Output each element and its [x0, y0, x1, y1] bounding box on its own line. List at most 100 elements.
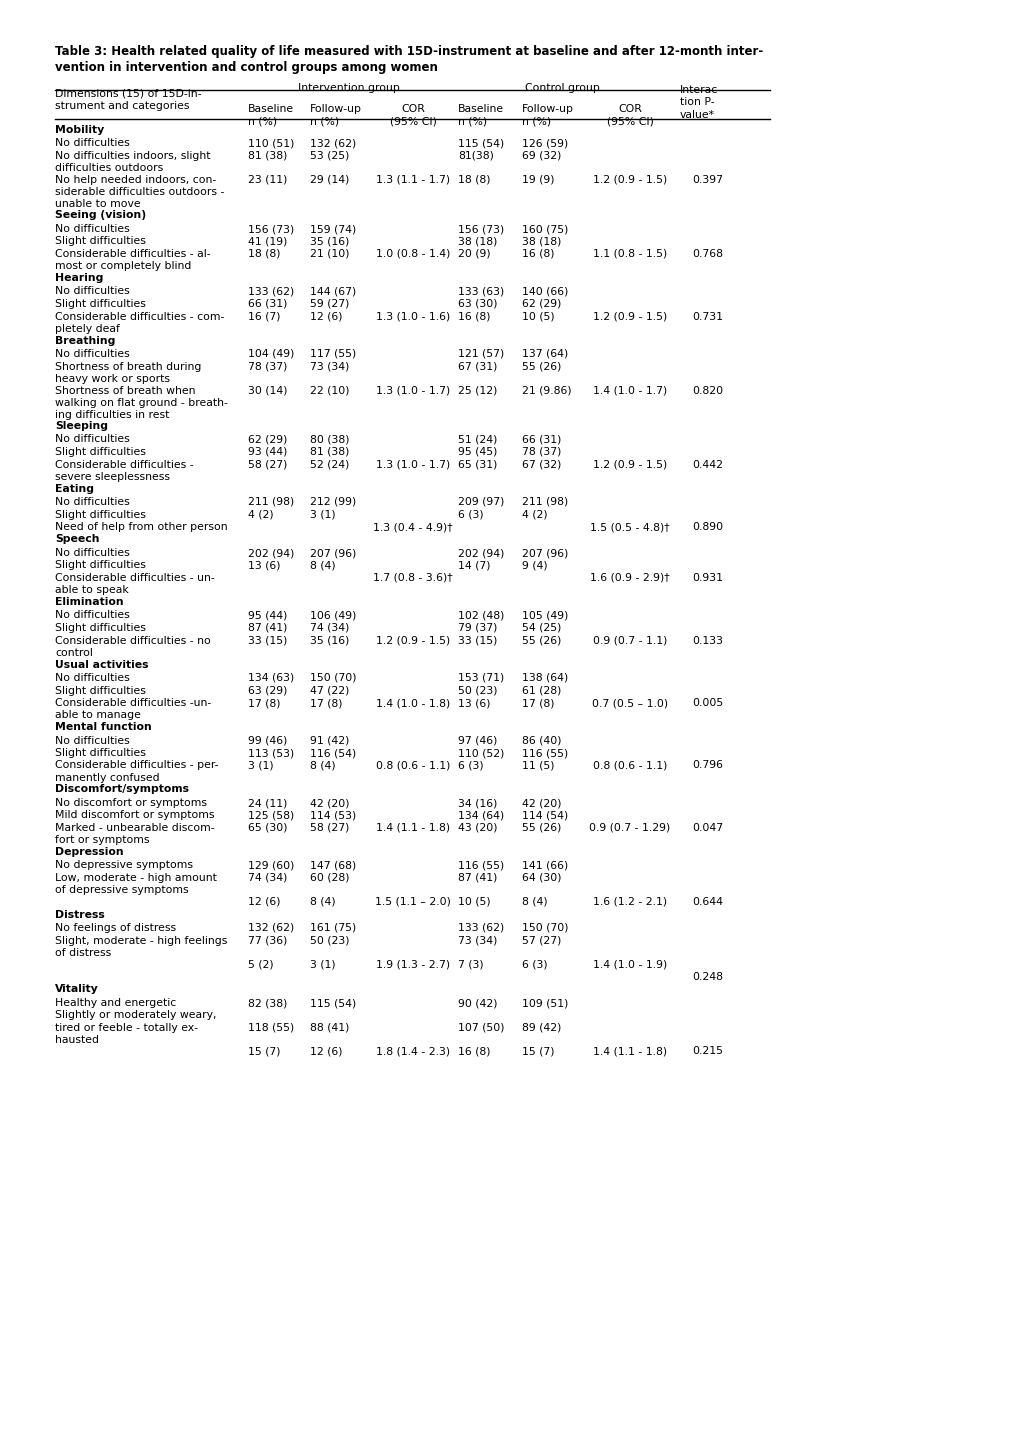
Text: 0.133: 0.133 — [692, 635, 722, 645]
Text: No difficulties: No difficulties — [55, 139, 129, 149]
Text: 87 (41): 87 (41) — [248, 623, 287, 633]
Text: 0.248: 0.248 — [692, 973, 722, 983]
Text: 132 (62): 132 (62) — [310, 139, 356, 149]
Text: Mobility: Mobility — [55, 126, 104, 136]
Text: 1.2 (0.9 - 1.5): 1.2 (0.9 - 1.5) — [592, 175, 666, 185]
Text: 24 (11): 24 (11) — [248, 798, 287, 808]
Text: 19 (9): 19 (9) — [522, 175, 554, 185]
Text: 0.931: 0.931 — [692, 573, 722, 583]
Text: 21 (9.86): 21 (9.86) — [522, 385, 571, 395]
Text: 3 (1): 3 (1) — [310, 960, 335, 970]
Text: 4 (2): 4 (2) — [248, 509, 273, 519]
Text: 55 (26): 55 (26) — [522, 362, 560, 371]
Text: 121 (57): 121 (57) — [458, 349, 503, 359]
Text: 212 (99): 212 (99) — [310, 496, 356, 506]
Text: Slight, moderate - high feelings
of distress: Slight, moderate - high feelings of dist… — [55, 935, 227, 958]
Text: 9 (4): 9 (4) — [522, 560, 547, 570]
Text: 58 (27): 58 (27) — [248, 459, 287, 469]
Text: Slight difficulties: Slight difficulties — [55, 299, 146, 309]
Text: 55 (26): 55 (26) — [522, 635, 560, 645]
Text: 13 (6): 13 (6) — [458, 698, 490, 709]
Text: 25 (12): 25 (12) — [458, 385, 497, 395]
Text: 134 (63): 134 (63) — [248, 672, 293, 683]
Text: Depression: Depression — [55, 847, 123, 857]
Text: 0.215: 0.215 — [692, 1046, 722, 1056]
Text: 105 (49): 105 (49) — [522, 610, 568, 620]
Text: No help needed indoors, con-
siderable difficulties outdoors -
unable to move: No help needed indoors, con- siderable d… — [55, 175, 224, 209]
Text: 115 (54): 115 (54) — [310, 999, 356, 1009]
Text: 116 (55): 116 (55) — [458, 860, 503, 870]
Text: 81 (38): 81 (38) — [310, 447, 350, 457]
Text: Low, moderate - high amount
of depressive symptoms: Low, moderate - high amount of depressiv… — [55, 873, 217, 895]
Text: No difficulties: No difficulties — [55, 224, 129, 234]
Text: Breathing: Breathing — [55, 336, 115, 345]
Text: 67 (32): 67 (32) — [522, 459, 560, 469]
Text: 93 (44): 93 (44) — [248, 447, 287, 457]
Text: Considerable difficulties - al-
most or completely blind: Considerable difficulties - al- most or … — [55, 250, 210, 271]
Text: 1.6 (1.2 - 2.1): 1.6 (1.2 - 2.1) — [592, 898, 666, 908]
Text: No difficulties: No difficulties — [55, 496, 129, 506]
Text: 79 (37): 79 (37) — [458, 623, 497, 633]
Text: 23 (11): 23 (11) — [248, 175, 287, 185]
Text: 73 (34): 73 (34) — [310, 362, 350, 371]
Text: 102 (48): 102 (48) — [458, 610, 503, 620]
Text: 0.9 (0.7 - 1.29): 0.9 (0.7 - 1.29) — [589, 823, 669, 833]
Text: 16 (7): 16 (7) — [248, 312, 280, 322]
Text: Speech: Speech — [55, 534, 100, 544]
Text: 10 (5): 10 (5) — [522, 312, 554, 322]
Text: 60 (28): 60 (28) — [310, 873, 350, 883]
Text: 118 (55): 118 (55) — [248, 1022, 293, 1032]
Text: No difficulties: No difficulties — [55, 349, 129, 359]
Text: 74 (34): 74 (34) — [248, 873, 287, 883]
Text: 114 (54): 114 (54) — [522, 811, 568, 821]
Text: 1.6 (0.9 - 2.9)†: 1.6 (0.9 - 2.9)† — [590, 573, 669, 583]
Text: 1.4 (1.1 - 1.8): 1.4 (1.1 - 1.8) — [376, 823, 449, 833]
Text: 15 (7): 15 (7) — [522, 1046, 554, 1056]
Text: 137 (64): 137 (64) — [522, 349, 568, 359]
Text: 35 (16): 35 (16) — [310, 237, 350, 247]
Text: 99 (46): 99 (46) — [248, 736, 287, 746]
Text: 63 (30): 63 (30) — [458, 299, 497, 309]
Text: 34 (16): 34 (16) — [458, 798, 497, 808]
Text: 62 (29): 62 (29) — [522, 299, 560, 309]
Text: 81 (38): 81 (38) — [248, 152, 287, 162]
Text: 209 (97): 209 (97) — [458, 496, 503, 506]
Text: 1.8 (1.4 - 2.3): 1.8 (1.4 - 2.3) — [376, 1046, 449, 1056]
Text: 1.4 (1.0 - 1.8): 1.4 (1.0 - 1.8) — [376, 698, 449, 709]
Text: Interac-
tion P-
value*: Interac- tion P- value* — [680, 85, 721, 120]
Text: Healthy and energetic: Healthy and energetic — [55, 999, 176, 1009]
Text: 3 (1): 3 (1) — [310, 509, 335, 519]
Text: 134 (64): 134 (64) — [458, 811, 503, 821]
Text: 11 (5): 11 (5) — [522, 760, 554, 771]
Text: Considerable difficulties - un-
able to speak: Considerable difficulties - un- able to … — [55, 573, 215, 596]
Text: 3 (1): 3 (1) — [248, 760, 273, 771]
Text: 1.5 (1.1 – 2.0): 1.5 (1.1 – 2.0) — [375, 898, 450, 908]
Text: 0.644: 0.644 — [692, 898, 722, 908]
Text: Considerable difficulties - com-
pletely deaf: Considerable difficulties - com- pletely… — [55, 312, 224, 333]
Text: 129 (60): 129 (60) — [248, 860, 294, 870]
Text: 50 (23): 50 (23) — [310, 935, 350, 945]
Text: 6 (3): 6 (3) — [522, 960, 547, 970]
Text: 150 (70): 150 (70) — [522, 924, 568, 934]
Text: Marked - unbearable discom-
fort or symptoms: Marked - unbearable discom- fort or symp… — [55, 823, 214, 846]
Text: 0.731: 0.731 — [692, 312, 722, 322]
Text: 69 (32): 69 (32) — [522, 152, 560, 162]
Text: 62 (29): 62 (29) — [248, 434, 287, 444]
Text: 15 (7): 15 (7) — [248, 1046, 280, 1056]
Text: Considerable difficulties - per-
manently confused: Considerable difficulties - per- manentl… — [55, 760, 218, 782]
Text: 54 (25): 54 (25) — [522, 623, 560, 633]
Text: 18 (8): 18 (8) — [248, 250, 280, 258]
Text: Discomfort/symptoms: Discomfort/symptoms — [55, 785, 189, 795]
Text: No feelings of distress: No feelings of distress — [55, 924, 176, 934]
Text: Vitality: Vitality — [55, 984, 99, 994]
Text: Shortness of breath when
walking on flat ground - breath-
ing difficulties in re: Shortness of breath when walking on flat… — [55, 385, 227, 420]
Text: 0.7 (0.5 – 1.0): 0.7 (0.5 – 1.0) — [591, 698, 667, 709]
Text: 106 (49): 106 (49) — [310, 610, 356, 620]
Text: 8 (4): 8 (4) — [310, 898, 335, 908]
Text: 1.4 (1.0 - 1.9): 1.4 (1.0 - 1.9) — [592, 960, 666, 970]
Text: 113 (53): 113 (53) — [248, 747, 293, 758]
Text: Usual activities: Usual activities — [55, 659, 149, 670]
Text: 66 (31): 66 (31) — [522, 434, 560, 444]
Text: 5 (2): 5 (2) — [248, 960, 273, 970]
Text: Dimensions (15) of 15D-in-
strument and categories: Dimensions (15) of 15D-in- strument and … — [55, 88, 202, 111]
